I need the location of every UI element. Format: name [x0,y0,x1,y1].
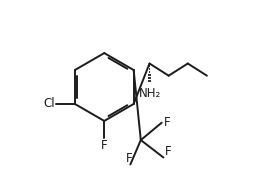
Text: F: F [165,145,172,158]
Text: F: F [163,116,170,129]
Text: NH₂: NH₂ [138,87,161,100]
Text: Cl: Cl [43,97,55,110]
Text: F: F [126,152,133,165]
Text: F: F [101,139,107,152]
